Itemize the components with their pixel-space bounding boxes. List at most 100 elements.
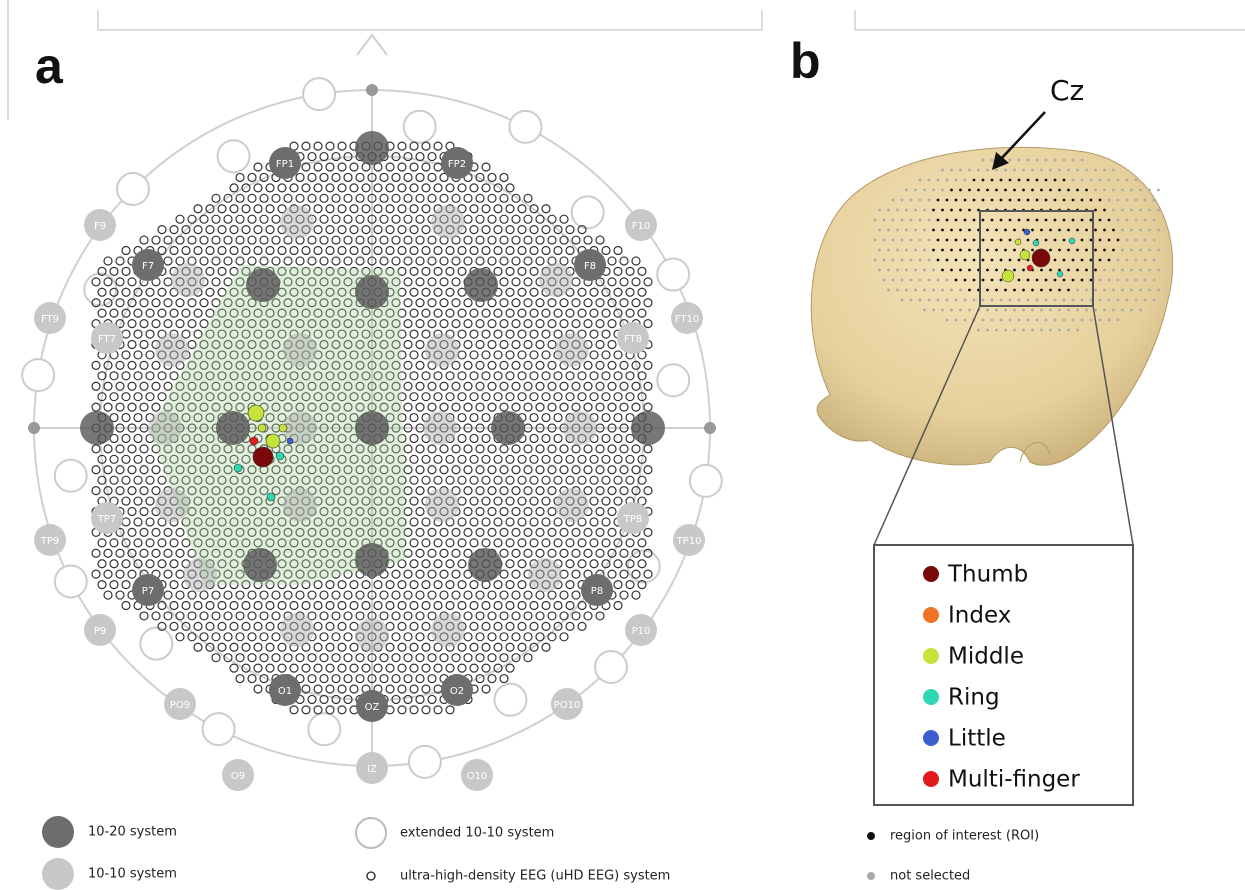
roi-electrode — [1067, 229, 1070, 232]
roi-electrode — [1018, 279, 1021, 282]
electrode-label: O9 — [231, 771, 245, 782]
uhd-electrode — [350, 226, 358, 234]
uhd-electrode — [602, 414, 610, 422]
uhd-electrode — [614, 601, 622, 609]
uhd-electrode — [464, 445, 472, 453]
uhd-electrode — [452, 403, 460, 411]
unselected-electrode — [950, 309, 953, 312]
uhd-electrode — [602, 518, 610, 526]
uhd-electrode — [230, 622, 238, 630]
unselected-electrode — [878, 229, 881, 232]
uhd-electrode — [482, 622, 490, 630]
roi-electrode — [1049, 249, 1052, 252]
finger-dot — [253, 447, 273, 467]
roi-electrode — [991, 239, 994, 242]
uhd-electrode — [446, 309, 454, 317]
uhd-electrode — [500, 382, 508, 390]
uhd-electrode — [500, 403, 508, 411]
uhd-electrode — [176, 236, 184, 244]
uhd-electrode — [338, 226, 346, 234]
roi-electrode — [1103, 229, 1106, 232]
uhd-electrode — [278, 601, 286, 609]
unselected-electrode — [1144, 199, 1147, 202]
uhd-electrode — [344, 675, 352, 683]
uhd-electrode — [308, 591, 316, 599]
electrode-10-10 — [539, 263, 573, 297]
unselected-electrode — [1130, 249, 1133, 252]
unselected-electrode — [923, 189, 926, 192]
uhd-electrode — [254, 226, 262, 234]
uhd-electrode — [164, 257, 172, 265]
uhd-electrode — [578, 393, 586, 401]
uhd-electrode — [536, 361, 544, 369]
uhd-electrode — [404, 633, 412, 641]
uhd-electrode — [470, 455, 478, 463]
uhd-electrode — [584, 299, 592, 307]
uhd-electrode — [470, 539, 478, 547]
uhd-electrode — [566, 560, 574, 568]
unselected-electrode — [901, 279, 904, 282]
uhd-electrode — [422, 518, 430, 526]
uhd-electrode — [434, 184, 442, 192]
uhd-electrode — [500, 320, 508, 328]
uhd-electrode — [410, 685, 418, 693]
uhd-electrode — [542, 414, 550, 422]
uhd-electrode — [470, 664, 478, 672]
uhd-electrode — [104, 570, 112, 578]
unselected-electrode — [1076, 329, 1079, 332]
roi-electrode — [1009, 219, 1012, 222]
uhd-electrode — [596, 508, 604, 516]
uhd-electrode — [506, 518, 514, 526]
uhd-electrode — [506, 351, 514, 359]
uhd-electrode — [146, 539, 154, 547]
unselected-electrode — [1099, 279, 1102, 282]
uhd-electrode — [338, 685, 346, 693]
unselected-electrode — [1063, 319, 1066, 322]
uhd-electrode — [410, 581, 418, 589]
unselected-electrode — [1099, 179, 1102, 182]
uhd-electrode — [506, 601, 514, 609]
uhd-electrode — [170, 560, 178, 568]
uhd-electrode — [98, 560, 106, 568]
uhd-electrode — [146, 309, 154, 317]
uhd-electrode — [410, 414, 418, 422]
uhd-electrode — [410, 184, 418, 192]
uhd-electrode — [548, 320, 556, 328]
finger-dot — [250, 437, 258, 445]
unselected-electrode — [1112, 309, 1115, 312]
roi-electrode — [955, 219, 958, 222]
uhd-electrode — [398, 581, 406, 589]
uhd-electrode — [524, 320, 532, 328]
unselected-electrode — [1121, 289, 1124, 292]
uhd-electrode — [344, 633, 352, 641]
roi-electrode — [959, 249, 962, 252]
uhd-electrode — [494, 643, 502, 651]
uhd-electrode — [542, 434, 550, 442]
roi-electrode — [1022, 269, 1025, 272]
roi-electrode — [1013, 269, 1016, 272]
uhd-electrode — [326, 643, 334, 651]
legend-swatch — [867, 872, 875, 880]
extended-electrode — [218, 140, 250, 172]
unselected-electrode — [1081, 179, 1084, 182]
unselected-electrode — [887, 249, 890, 252]
uhd-electrode — [620, 591, 628, 599]
unselected-electrode — [1054, 159, 1057, 162]
uhd-electrode — [374, 226, 382, 234]
uhd-electrode — [608, 528, 616, 536]
electrode-label: IZ — [367, 764, 377, 775]
uhd-electrode — [446, 581, 454, 589]
uhd-electrode — [572, 466, 580, 474]
uhd-electrode — [92, 382, 100, 390]
finger-dot — [248, 405, 264, 421]
uhd-electrode — [488, 487, 496, 495]
uhd-electrode — [122, 414, 130, 422]
uhd-electrode — [620, 278, 628, 286]
roi-electrode — [1004, 249, 1007, 252]
uhd-electrode — [482, 226, 490, 234]
uhd-electrode — [434, 664, 442, 672]
uhd-electrode — [524, 278, 532, 286]
uhd-electrode — [356, 257, 364, 265]
preauricular — [28, 422, 40, 434]
electrode-label: P9 — [94, 626, 106, 637]
